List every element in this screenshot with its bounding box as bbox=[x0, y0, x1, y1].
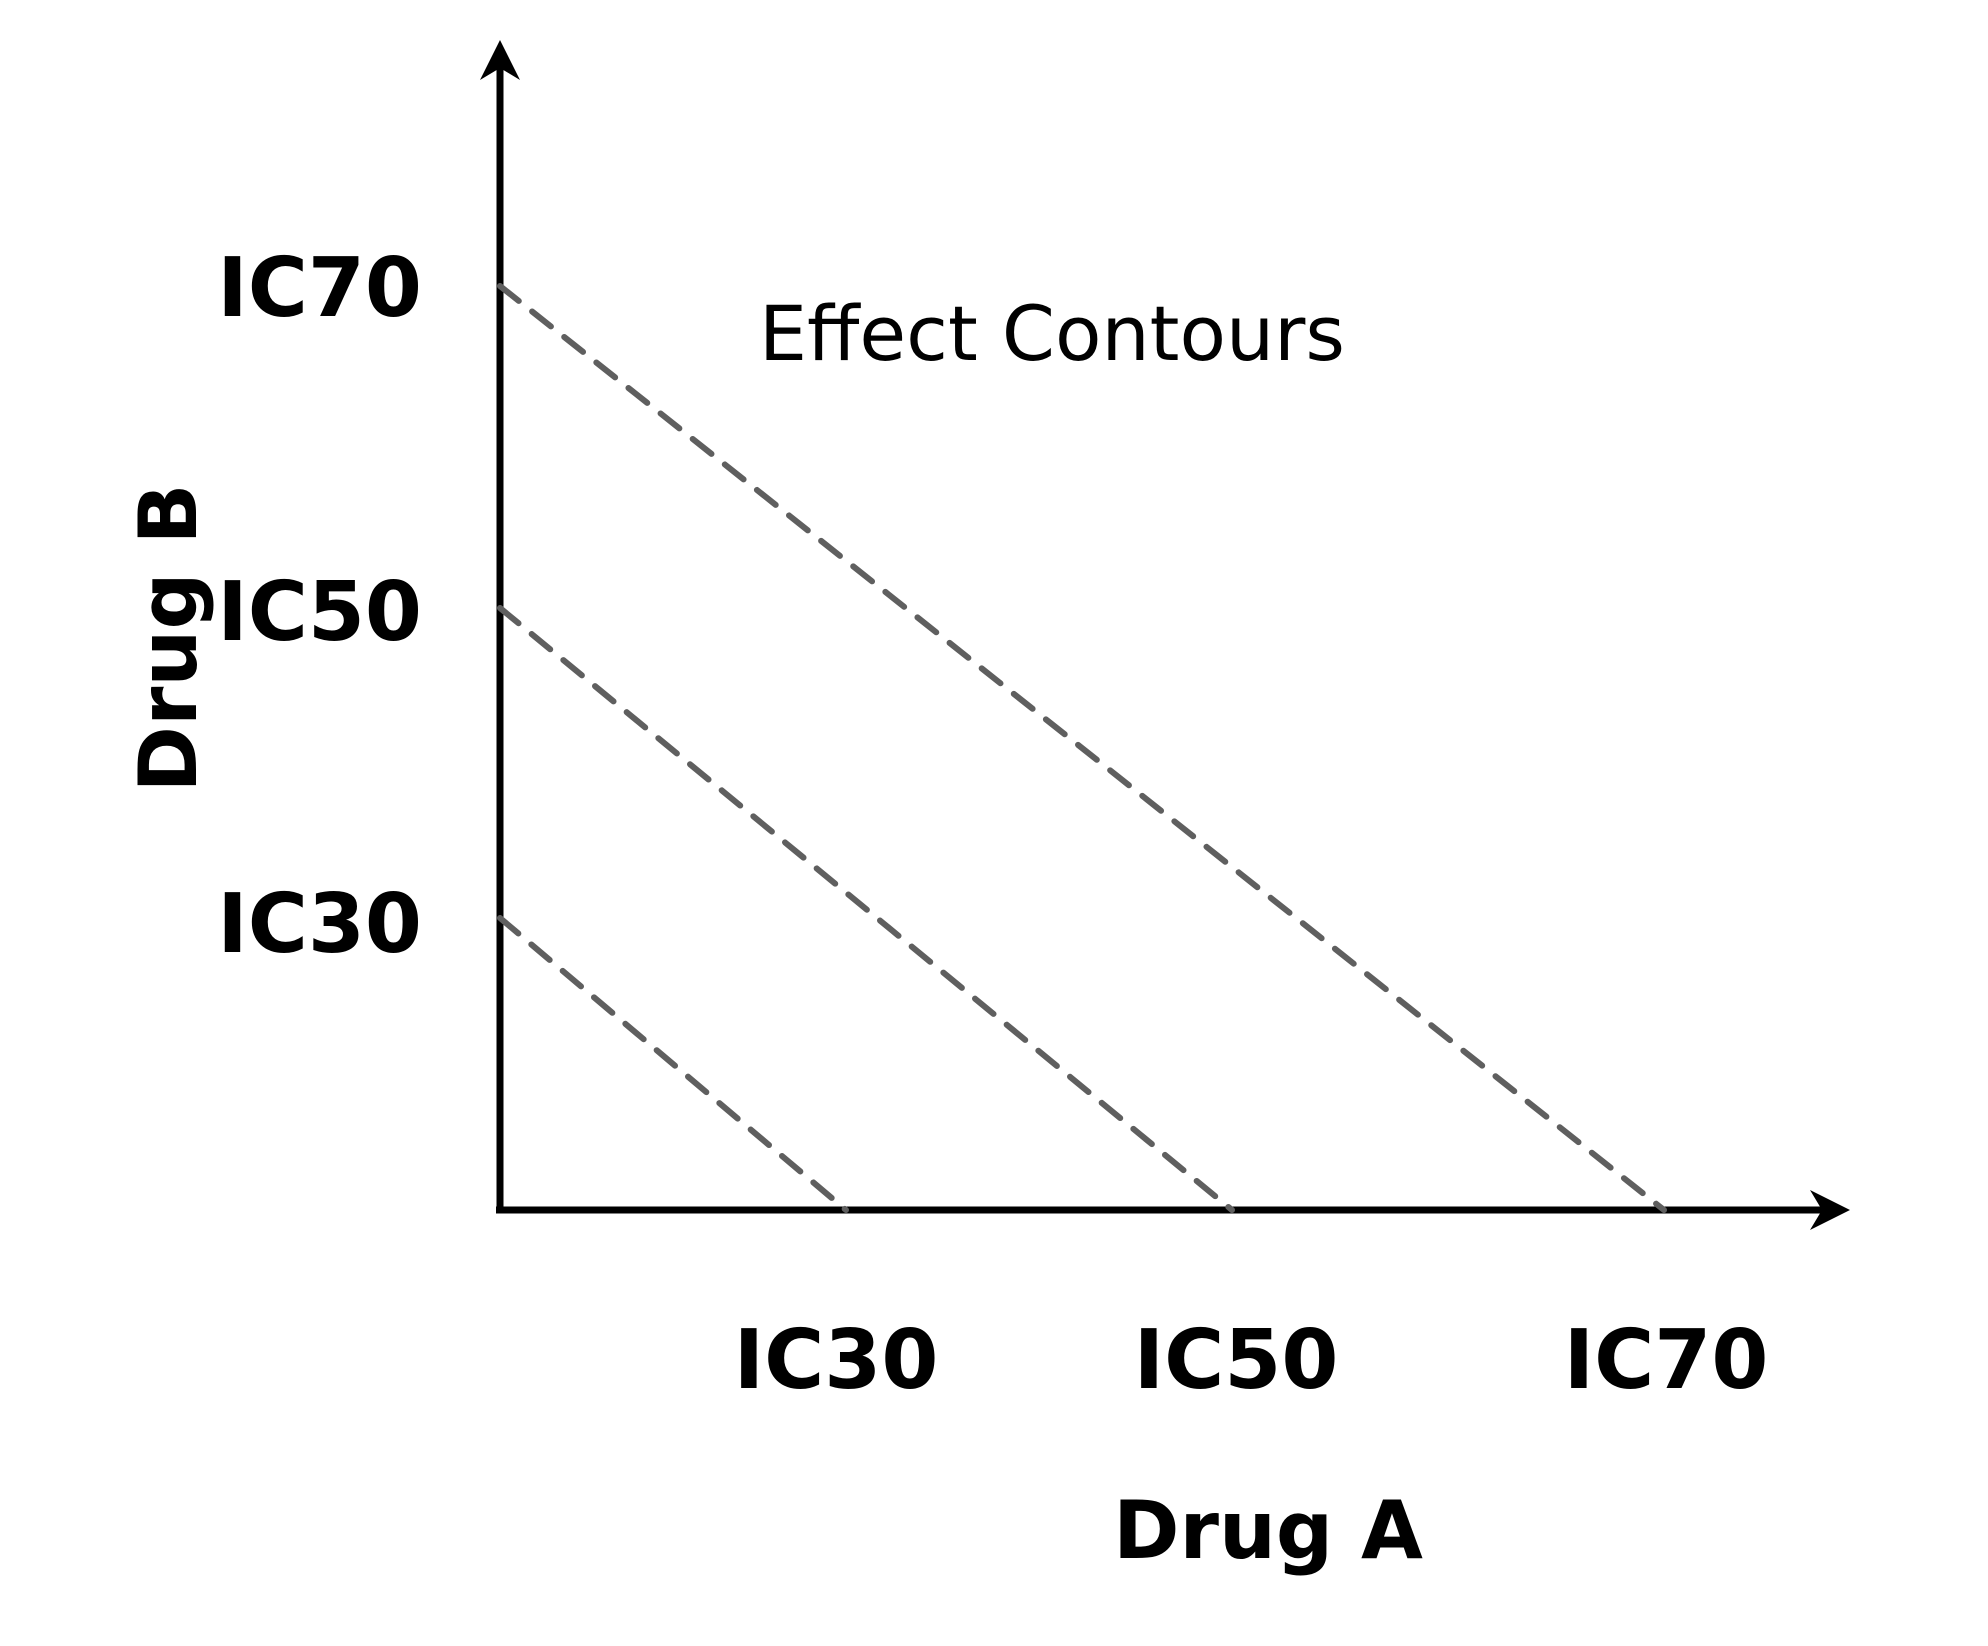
contour-line-ic50 bbox=[497, 605, 1235, 1213]
x-tick-label-ic50: IC50 bbox=[1134, 1313, 1339, 1408]
x-tick-label-ic30: IC30 bbox=[734, 1313, 939, 1408]
contour-line-ic30 bbox=[497, 915, 849, 1213]
y-tick-label-ic50: IC50 bbox=[217, 565, 422, 660]
y-axis-title: Drug B bbox=[122, 484, 215, 793]
y-axis-arrow-icon bbox=[480, 40, 520, 80]
x-axis-arrow-icon bbox=[1810, 1190, 1850, 1230]
x-axis-title: Drug A bbox=[1113, 1484, 1423, 1577]
x-tick-label-ic70: IC70 bbox=[1564, 1313, 1769, 1408]
y-tick-label-ic30: IC30 bbox=[217, 877, 422, 972]
diagram-title: Effect Contours bbox=[759, 289, 1345, 378]
contour-line-ic70 bbox=[497, 283, 1667, 1213]
y-tick-label-ic70: IC70 bbox=[217, 241, 422, 336]
